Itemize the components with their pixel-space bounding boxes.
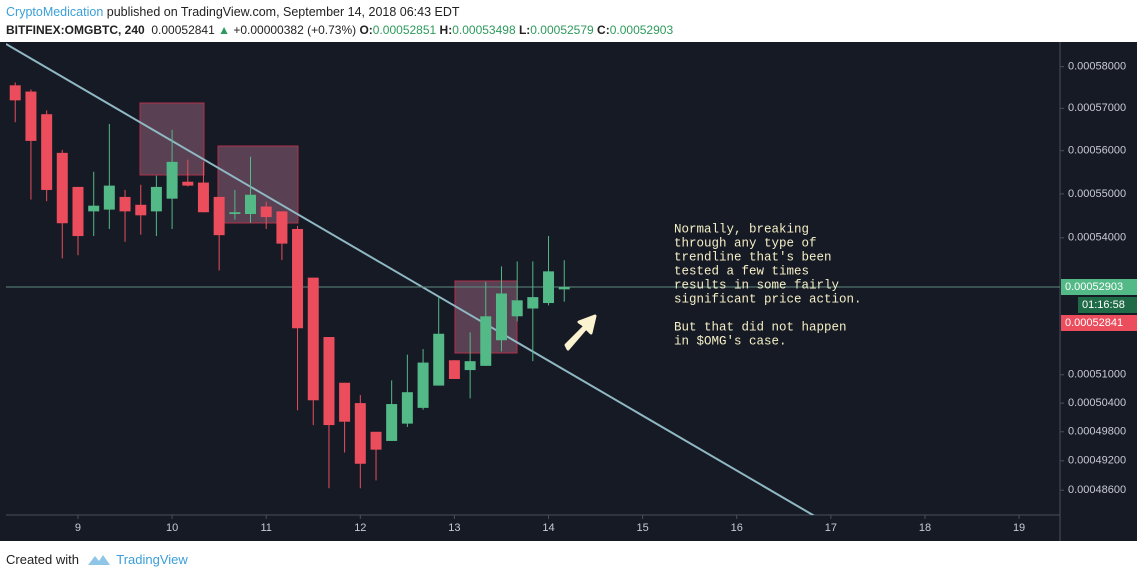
y-tick-label: 0.00049800: [1068, 426, 1126, 438]
y-tick-label: 0.00057000: [1068, 102, 1126, 114]
ohlc-value: 0.00052579: [530, 23, 594, 37]
candle-body: [354, 403, 366, 464]
candle-body: [244, 194, 256, 214]
price-tag-label: 0.00052841: [1065, 317, 1123, 329]
candle-body: [527, 297, 539, 309]
candle-body: [543, 271, 555, 304]
price-tag: [1061, 279, 1137, 296]
candle-body: [480, 316, 492, 366]
candle-body: [511, 300, 523, 317]
price-tag: [1061, 315, 1137, 332]
annotation: trendline that's been: [674, 250, 832, 264]
annotation: Normally, breaking: [674, 222, 809, 236]
ohlc-label: H:: [439, 23, 453, 37]
x-tick-label: 16: [731, 522, 743, 534]
countdown-tag: [1078, 297, 1137, 314]
ohlc-value: 0.00053498: [452, 23, 516, 37]
header: CryptoMedication published on TradingVie…: [6, 3, 673, 39]
arrow: ▲: [218, 23, 230, 37]
candle-body: [135, 204, 147, 216]
footer: Created with TradingView: [6, 550, 188, 567]
symbol-line: BITFINEX:OMGBTC, 240 0.00052841 ▲ +0.000…: [6, 21, 673, 39]
candle-body: [25, 91, 37, 141]
brand[interactable]: TradingView: [116, 552, 188, 567]
candle-body: [197, 182, 209, 213]
candle-body: [41, 114, 53, 190]
drawings: [6, 43, 815, 515]
highlight-box: [217, 145, 299, 224]
x-tick-label: 10: [166, 522, 178, 534]
candle-body: [213, 196, 225, 236]
candle-body: [150, 186, 162, 212]
price: 0.00052841: [151, 23, 215, 37]
created-with: Created with: [6, 552, 79, 567]
candle-body: [495, 293, 507, 341]
annotation: tested a few times: [674, 264, 809, 278]
annotation: But that did not happen: [674, 320, 847, 334]
x-tick-label: 13: [448, 522, 460, 534]
x-tick-label: 9: [75, 522, 81, 534]
candle-body: [323, 337, 335, 426]
ohlc-value: 0.00052851: [372, 23, 437, 37]
ohlc-value: 0.00052903: [609, 23, 674, 37]
x-tick-label: 12: [354, 522, 366, 534]
candle-body: [558, 287, 570, 290]
x-tick-label: 14: [542, 522, 554, 534]
y-tick-label: 0.00058000: [1068, 61, 1126, 73]
candle-body: [276, 211, 288, 244]
candle-body: [166, 161, 178, 199]
candle-body: [260, 206, 272, 218]
candle-body: [292, 228, 304, 329]
x-tick-label: 18: [919, 522, 931, 534]
candle-body: [339, 382, 351, 422]
ohlc-label: C:: [597, 23, 610, 37]
candle-body: [417, 362, 429, 408]
annotation: in $OMG's case.: [674, 334, 787, 348]
change: +0.00000382 (+0.73%): [233, 23, 357, 37]
candle-body: [401, 392, 413, 424]
price-tag-label: 0.00052903: [1065, 281, 1123, 293]
annotation: significant price action.: [674, 292, 862, 306]
candle-body: [56, 152, 68, 224]
candle-body: [229, 212, 241, 214]
x-tick-label: 15: [637, 522, 649, 534]
candle-body: [464, 361, 476, 371]
published: published on TradingView.com, September …: [106, 5, 460, 19]
x-tick-label: 11: [260, 522, 271, 534]
candle-body: [119, 196, 131, 212]
y-tick-label: 0.00055000: [1068, 188, 1126, 200]
y-tick-label: 0.00050400: [1068, 397, 1126, 409]
chart-background: [0, 42, 1137, 541]
author[interactable]: CryptoMedication: [6, 5, 104, 19]
y-tick-label: 0.00048600: [1068, 484, 1126, 496]
candle-body: [370, 431, 382, 450]
x-tick-label: 19: [1013, 522, 1025, 534]
y-tick-label: 0.00054000: [1068, 232, 1126, 244]
annotation: results in some fairly: [674, 278, 840, 292]
candle-body: [88, 205, 100, 212]
candle-body: [9, 85, 21, 101]
candle-body: [307, 277, 319, 401]
y-tick-label: 0.00049200: [1068, 455, 1126, 467]
x-tick-label: 17: [825, 522, 837, 534]
candle-body: [448, 360, 460, 379]
chart: 0.00058000 0.00057000 0.00056000 0.00055000…: [0, 42, 1137, 541]
trendline: [6, 43, 815, 515]
candle-body: [433, 333, 445, 386]
arrow: [564, 314, 597, 351]
candle-body: [72, 186, 84, 237]
ohlc-label: O:: [359, 23, 373, 37]
symbol: BITFINEX:OMGBTC, 240: [6, 23, 145, 37]
ohlc-label: L:: [518, 23, 531, 37]
candle-body: [182, 181, 194, 186]
countdown-label: 01:16:58: [1082, 299, 1125, 311]
candle-body: [103, 185, 115, 210]
y-tick-label: 0.00056000: [1068, 145, 1126, 157]
annotation: through any type of: [674, 236, 817, 250]
y-tick-label: 0.00051000: [1068, 369, 1126, 381]
logo: [87, 555, 110, 565]
candle-body: [386, 404, 398, 441]
